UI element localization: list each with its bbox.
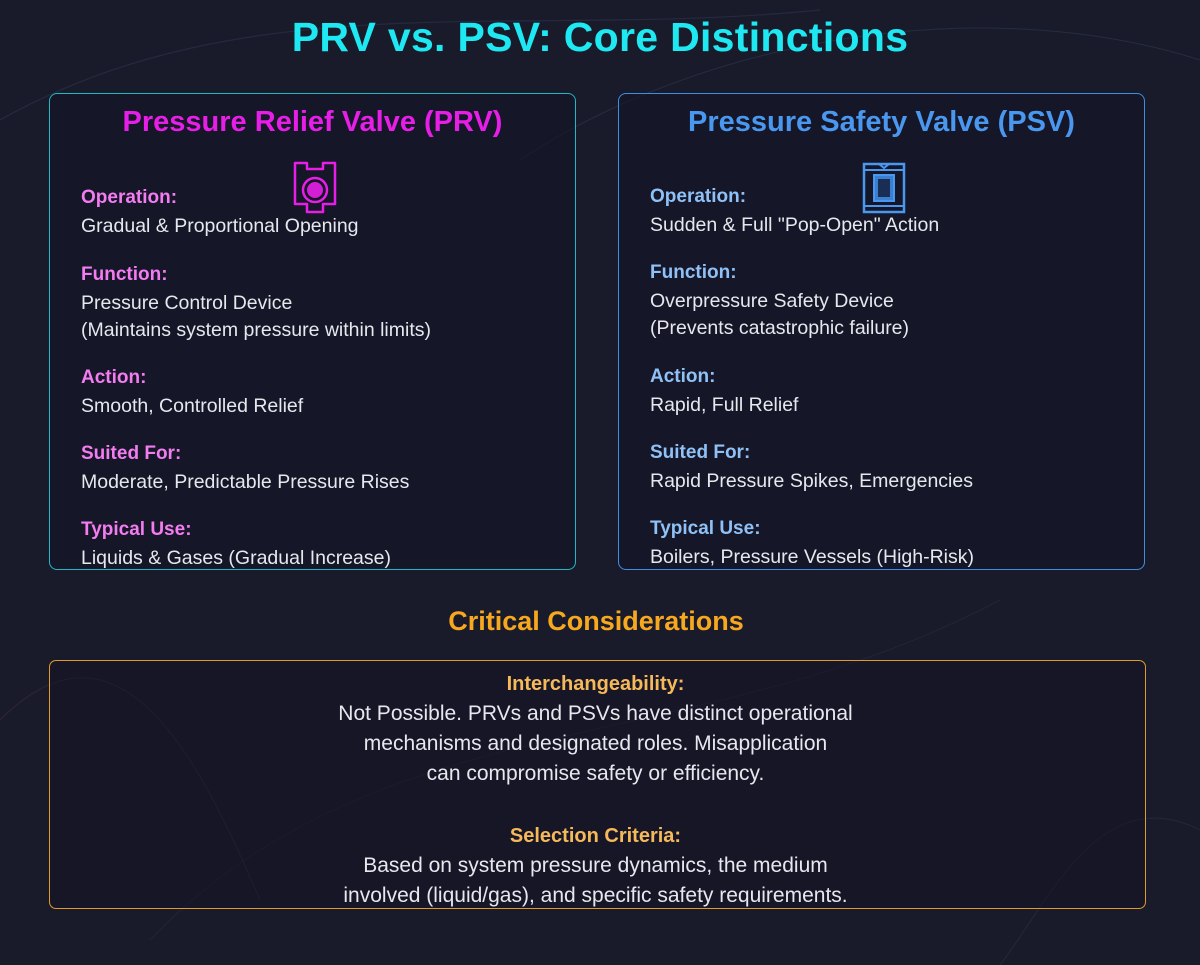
psv-action: Action: Rapid, Full Relief bbox=[650, 364, 1120, 419]
prv-action: Action: Smooth, Controlled Relief bbox=[81, 365, 551, 420]
selection-criteria-block: Selection Criteria: Based on system pres… bbox=[50, 822, 1141, 911]
psv-function-value: Overpressure Safety Device (Prevents cat… bbox=[650, 290, 910, 339]
prv-action-value: Smooth, Controlled Relief bbox=[81, 395, 304, 417]
selection-criteria-text: Based on system pressure dynamics, the m… bbox=[343, 854, 848, 907]
prv-suited-for-value: Moderate, Predictable Pressure Rises bbox=[81, 471, 410, 493]
considerations-box: Interchangeability: Not Possible. PRVs a… bbox=[49, 660, 1146, 909]
interchangeability-block: Interchangeability: Not Possible. PRVs a… bbox=[50, 670, 1141, 789]
psv-suited-for-label: Suited For: bbox=[650, 442, 751, 463]
psv-function-label: Function: bbox=[650, 262, 737, 283]
psv-typical-use-label: Typical Use: bbox=[650, 518, 761, 539]
prv-operation-label: Operation: bbox=[81, 187, 178, 208]
prv-suited-for-label: Suited For: bbox=[81, 443, 182, 464]
psv-action-label: Action: bbox=[650, 366, 716, 387]
psv-typical-use-value: Boilers, Pressure Vessels (High-Risk) bbox=[650, 546, 975, 568]
psv-card: Pressure Safety Valve (PSV) Operation: S… bbox=[618, 93, 1145, 570]
psv-operation-label: Operation: bbox=[650, 186, 747, 207]
psv-operation-value: Sudden & Full "Pop-Open" Action bbox=[650, 214, 940, 236]
prv-valve-icon bbox=[293, 161, 337, 214]
psv-card-title: Pressure Safety Valve (PSV) bbox=[688, 106, 1075, 138]
prv-function: Function: Pressure Control Device (Maint… bbox=[81, 262, 551, 344]
psv-function: Function: Overpressure Safety Device (Pr… bbox=[650, 260, 1120, 342]
prv-function-label: Function: bbox=[81, 264, 168, 285]
psv-operation: Operation: Sudden & Full "Pop-Open" Acti… bbox=[650, 184, 1120, 239]
psv-suited-for-value: Rapid Pressure Spikes, Emergencies bbox=[650, 470, 973, 492]
prv-suited-for: Suited For: Moderate, Predictable Pressu… bbox=[81, 441, 551, 496]
prv-card: Pressure Relief Valve (PRV) Operation: G… bbox=[49, 93, 576, 570]
considerations-title: Critical Considerations bbox=[448, 606, 744, 636]
prv-operation-value: Gradual & Proportional Opening bbox=[81, 215, 359, 237]
page-title: PRV vs. PSV: Core Distinctions bbox=[291, 14, 909, 60]
psv-typical-use: Typical Use: Boilers, Pressure Vessels (… bbox=[650, 516, 1120, 571]
psv-suited-for: Suited For: Rapid Pressure Spikes, Emerg… bbox=[650, 440, 1120, 495]
selection-criteria-label: Selection Criteria: bbox=[509, 825, 682, 847]
prv-card-title: Pressure Relief Valve (PRV) bbox=[122, 106, 503, 138]
prv-function-value: Pressure Control Device (Maintains syste… bbox=[81, 292, 432, 341]
prv-operation: Operation: Gradual & Proportional Openin… bbox=[81, 185, 551, 240]
prv-action-label: Action: bbox=[81, 367, 147, 388]
prv-typical-use-label: Typical Use: bbox=[81, 519, 192, 540]
psv-action-value: Rapid, Full Relief bbox=[650, 394, 799, 416]
interchangeability-text: Not Possible. PRVs and PSVs have distinc… bbox=[338, 702, 853, 785]
prv-typical-use: Typical Use: Liquids & Gases (Gradual In… bbox=[81, 517, 551, 572]
psv-valve-icon bbox=[862, 162, 906, 214]
interchangeability-label: Interchangeability: bbox=[506, 673, 685, 695]
prv-typical-use-value: Liquids & Gases (Gradual Increase) bbox=[81, 547, 391, 569]
